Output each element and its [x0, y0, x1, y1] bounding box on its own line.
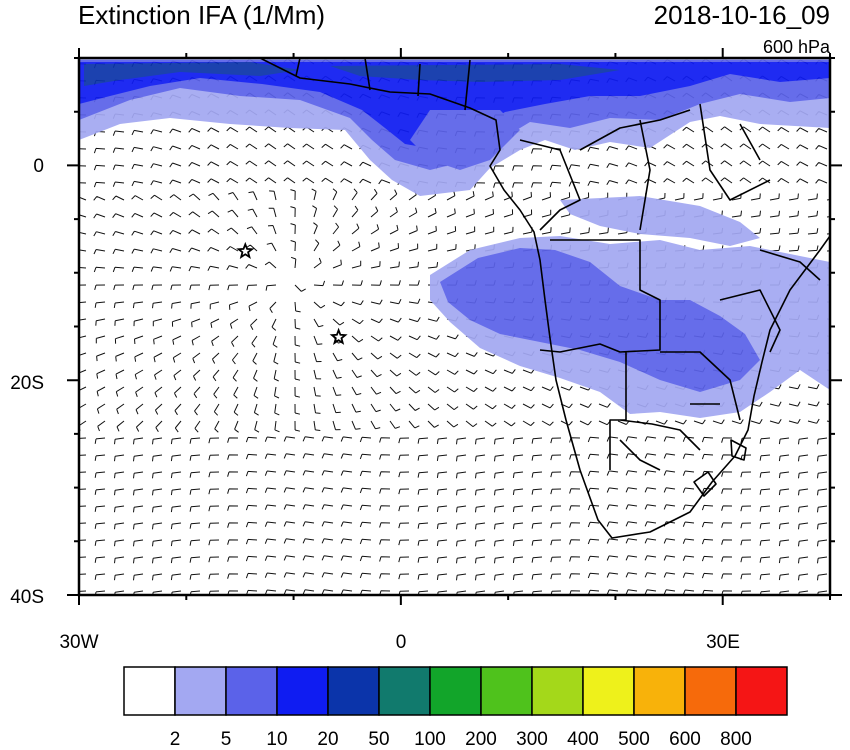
colorbar [123, 666, 788, 716]
colorbar-swatch [123, 666, 176, 716]
colorbar-swatch [531, 666, 584, 716]
country-boundaries [259, 58, 830, 539]
colorbar-label: 800 [720, 729, 752, 750]
tick-marks [67, 48, 842, 605]
star-marker [329, 327, 348, 345]
colorbar-swatch [429, 666, 482, 716]
colorbar-label: 200 [465, 729, 497, 750]
star-marker [236, 241, 255, 260]
x-tick-label-0: 0 [396, 632, 407, 653]
colorbar-swatch [378, 666, 431, 716]
colorbar-label: 20 [317, 729, 338, 750]
colorbar-label: 2 [170, 729, 181, 750]
colorbar-label: 100 [414, 729, 446, 750]
station-markers [236, 241, 348, 345]
datetime-label: 2018-10-16_09 [654, 0, 830, 30]
plot-title: Extinction IFA (1/Mm) [78, 0, 325, 30]
colorbar-swatch [582, 666, 635, 716]
colorbar-swatch [225, 666, 278, 716]
colorbar-swatch [480, 666, 533, 716]
x-tick-label-30e: 30E [706, 632, 740, 653]
colorbar-swatch [633, 666, 686, 716]
colorbar-swatch [276, 666, 329, 716]
y-tick-label-20s: 20S [10, 373, 44, 394]
colorbar-label: 400 [567, 729, 599, 750]
colorbar-swatch [684, 666, 737, 716]
colorbar-label: 5 [221, 729, 232, 750]
colorbar-label: 10 [266, 729, 287, 750]
colorbar-swatch [735, 666, 788, 716]
colorbar-labels: 2 5 10 20 50 100 200 300 400 500 600 800 [170, 729, 752, 750]
colorbar-label: 600 [669, 729, 701, 750]
colorbar-swatch [174, 666, 227, 716]
pressure-level-label: 600 hPa [763, 37, 831, 57]
x-tick-label-30w: 30W [59, 632, 98, 653]
colorbar-label: 50 [368, 729, 389, 750]
y-tick-label-0: 0 [33, 156, 44, 177]
extinction-shading [79, 58, 830, 418]
colorbar-label: 500 [618, 729, 650, 750]
colorbar-label: 300 [516, 729, 548, 750]
y-tick-label-40s: 40S [10, 587, 44, 608]
axis-ticks [67, 48, 842, 605]
colorbar-swatch [327, 666, 380, 716]
